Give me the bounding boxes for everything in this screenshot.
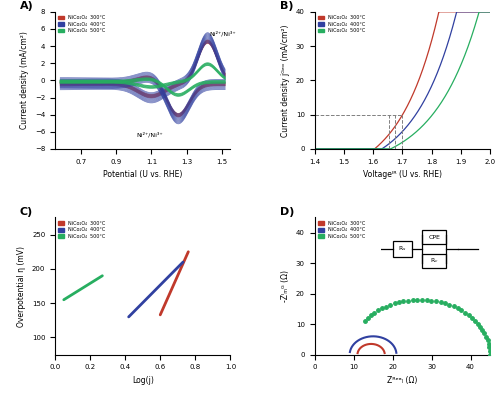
- Y-axis label: Current density jᴳᵉᵒ (mA/cm²): Current density jᴳᵉᵒ (mA/cm²): [282, 24, 290, 137]
- Text: A): A): [20, 1, 34, 11]
- Text: Ni²⁺/Ni³⁺: Ni²⁺/Ni³⁺: [210, 31, 236, 37]
- Text: B): B): [280, 1, 293, 11]
- X-axis label: Zᴿᵉᵃₗ (Ω): Zᴿᵉᵃₗ (Ω): [387, 376, 418, 385]
- X-axis label: Voltageᴵᴿ (U vs. RHE): Voltageᴵᴿ (U vs. RHE): [363, 170, 442, 179]
- Y-axis label: -Zᴵₘᴳ (Ω): -Zᴵₘᴳ (Ω): [282, 270, 290, 302]
- Y-axis label: Overpotential η (mV): Overpotential η (mV): [17, 245, 26, 327]
- Y-axis label: Current density (mA/cm²): Current density (mA/cm²): [20, 32, 30, 129]
- Legend: NiCo₂O₄  300°C, NiCo₂O₄  400°C, NiCo₂O₄  500°C: NiCo₂O₄ 300°C, NiCo₂O₄ 400°C, NiCo₂O₄ 50…: [58, 14, 106, 34]
- Legend: NiCo₂O₄  300°C, NiCo₂O₄  400°C, NiCo₂O₄  500°C: NiCo₂O₄ 300°C, NiCo₂O₄ 400°C, NiCo₂O₄ 50…: [317, 14, 366, 34]
- X-axis label: Log(j): Log(j): [132, 376, 154, 385]
- Text: D): D): [280, 207, 294, 217]
- Text: C): C): [20, 207, 33, 217]
- X-axis label: Potential (U vs. RHE): Potential (U vs. RHE): [103, 170, 182, 179]
- Text: Ni²⁺/Ni³⁺: Ni²⁺/Ni³⁺: [136, 132, 163, 137]
- Legend: NiCo₂O₄  300°C, NiCo₂O₄  400°C, NiCo₂O₄  500°C: NiCo₂O₄ 300°C, NiCo₂O₄ 400°C, NiCo₂O₄ 50…: [58, 220, 106, 240]
- Legend: NiCo₂O₄  300°C, NiCo₂O₄  400°C, NiCo₂O₄  500°C: NiCo₂O₄ 300°C, NiCo₂O₄ 400°C, NiCo₂O₄ 50…: [317, 220, 366, 240]
